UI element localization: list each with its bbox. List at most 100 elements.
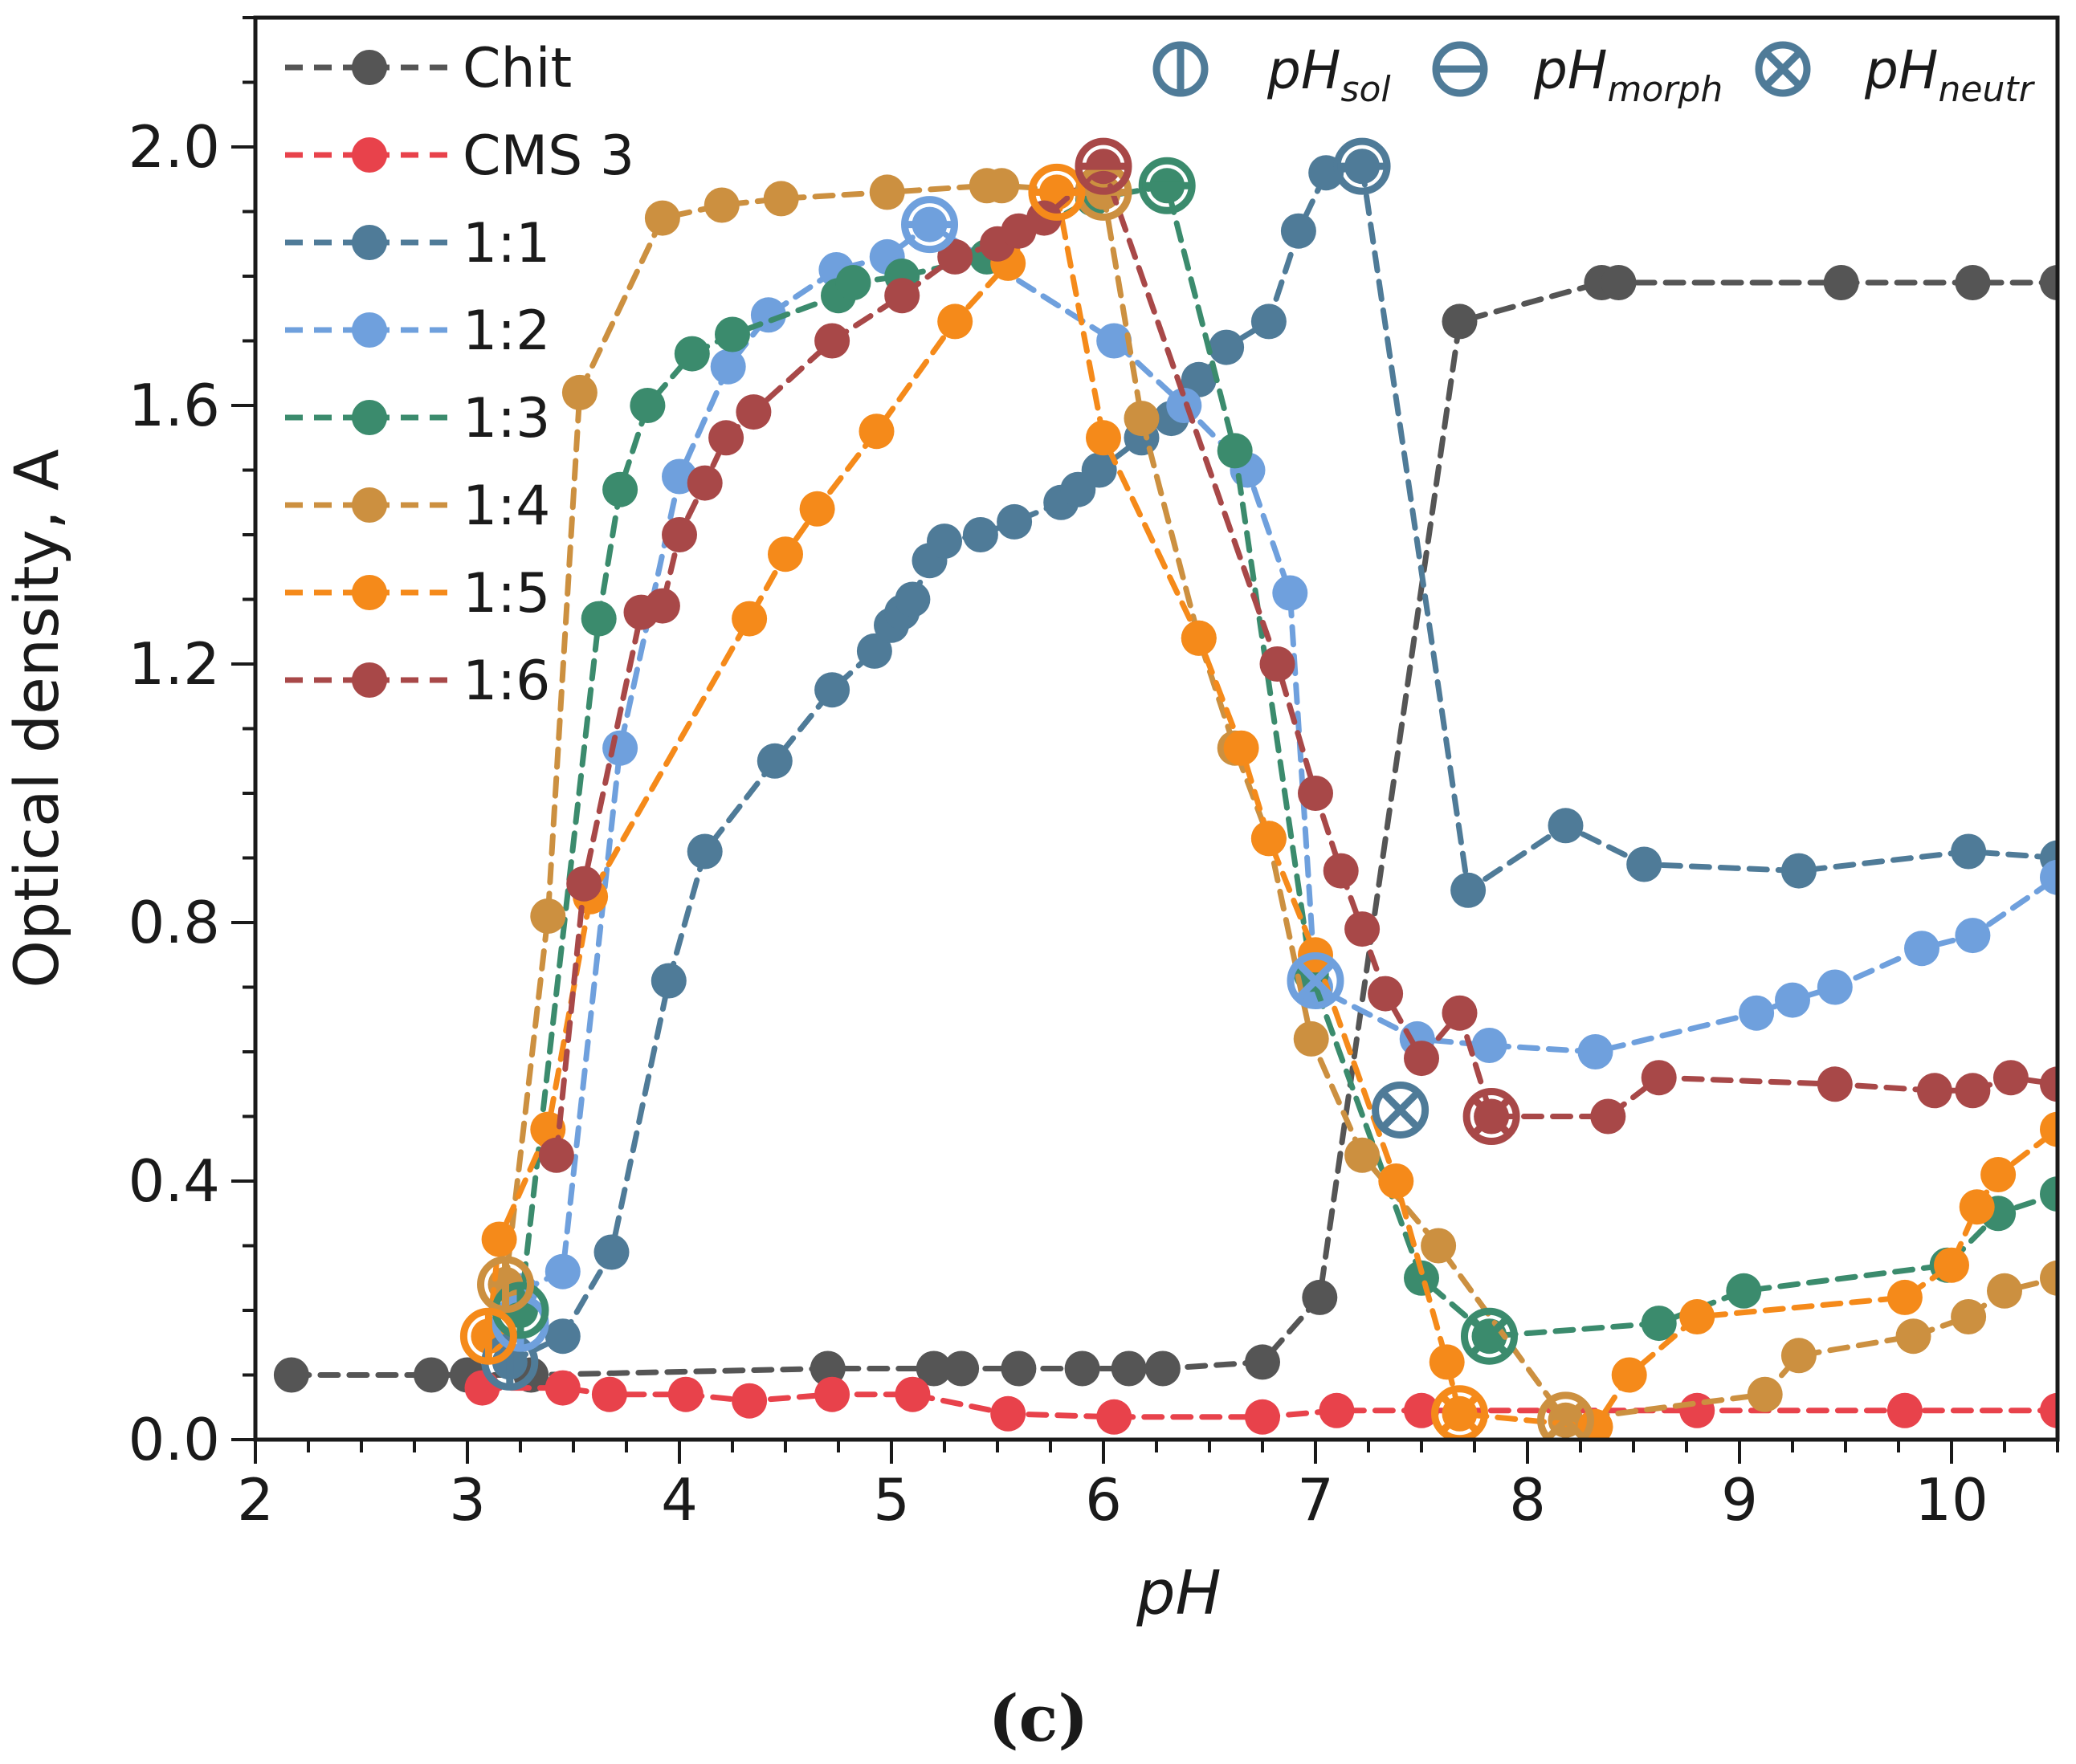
data-point-1-6	[1259, 646, 1295, 682]
data-point-cms-3	[1886, 1392, 1923, 1428]
data-point-chit	[1955, 265, 1991, 300]
data-point-chit	[1111, 1350, 1147, 1387]
data-point-1-5	[2040, 1111, 2058, 1147]
data-point-1-5	[481, 1221, 517, 1257]
neutr-marker-cross	[1545, 1399, 1587, 1440]
neutr-marker-cross	[1468, 1315, 1510, 1357]
data-point-1-2	[1817, 969, 1853, 1005]
transition-marker-neutr	[1372, 1081, 1430, 1139]
data-point-1-1	[1181, 361, 1217, 397]
y-tick-label: 2.0	[128, 113, 220, 181]
data-point-cms-3	[1319, 1392, 1355, 1428]
series-1-4	[487, 168, 2058, 1438]
key-label-sol: pHsol	[1266, 39, 1391, 110]
neutr-marker-ring	[1372, 1081, 1430, 1139]
data-point-1-3	[835, 265, 871, 300]
data-point-chit	[1442, 304, 1478, 340]
neutr-marker-ring	[1287, 951, 1344, 1009]
data-point-cms-3	[2040, 1392, 2058, 1428]
data-point-1-6	[1368, 976, 1404, 1012]
transition-marker-sol	[477, 1256, 535, 1314]
data-point-1-6	[662, 517, 697, 552]
axes-layer: 2 3 4 5 6 7 8 9 10 0.0 0.4 0.8 1.2 1.6 2.0	[128, 15, 2060, 1534]
data-point-1-4	[763, 181, 799, 217]
transition-marker-morph	[1075, 137, 1132, 195]
data-point-1-4	[1895, 1318, 1931, 1355]
data-point-cms-3	[1404, 1392, 1439, 1428]
transition-markers	[459, 137, 1595, 1440]
neutr-marker-cross	[1295, 959, 1336, 1001]
data-point-chit	[916, 1350, 952, 1387]
x-tick-label: 7	[1297, 1466, 1334, 1534]
neutr-marker-ring	[1462, 1088, 1520, 1145]
x-tick-label: 8	[1509, 1466, 1546, 1534]
data-point-1-5	[799, 491, 835, 527]
legend-marker	[352, 575, 387, 610]
y-axis-label: Optical density, A	[1, 449, 72, 988]
transition-marker-morph	[901, 196, 959, 254]
data-point-1-2	[710, 348, 746, 385]
x-tick-label: 4	[661, 1466, 698, 1534]
data-point-1-1	[1626, 846, 1662, 882]
data-point-1-5	[1886, 1279, 1923, 1315]
data-point-1-6	[1344, 911, 1381, 947]
legend-label: CMS 3	[463, 124, 634, 188]
data-point-cms-3	[814, 1376, 850, 1412]
data-point-1-4	[1293, 1021, 1329, 1057]
data-point-cms-3	[1245, 1399, 1280, 1435]
key-label-base: pH	[1533, 39, 1608, 101]
data-point-1-5	[1959, 1189, 1995, 1225]
data-point-1-3	[630, 388, 666, 423]
data-point-1-4	[1780, 1338, 1817, 1374]
plot-area	[273, 137, 2058, 1440]
data-point-1-2	[1955, 918, 1991, 954]
data-point-1-6	[1992, 1060, 2029, 1096]
data-point-1-1	[856, 633, 892, 669]
data-point-1-4	[1124, 401, 1160, 437]
x-tick-label: 9	[1721, 1466, 1758, 1534]
legend-entry-1-1: 1:1	[285, 212, 550, 275]
data-point-1-3	[581, 601, 617, 637]
transition-marker-neutr	[1460, 1307, 1518, 1365]
data-point-1-1	[757, 743, 793, 779]
legend-marker	[352, 312, 387, 348]
data-point-1-6	[736, 394, 772, 430]
transition-marker-morph	[1028, 163, 1086, 221]
legend-label: 1:5	[463, 562, 550, 625]
data-point-1-3	[715, 316, 750, 352]
legend-entry-1-6: 1:6	[285, 650, 550, 713]
legend-label: 1:6	[463, 650, 550, 713]
data-point-chit	[1064, 1350, 1100, 1387]
data-point-1-4	[1987, 1273, 2022, 1309]
data-point-1-5	[1086, 420, 1121, 456]
data-point-cms-3	[591, 1376, 627, 1412]
data-point-1-6	[1404, 1041, 1439, 1077]
transition-marker-morph	[1138, 157, 1196, 214]
data-point-1-3	[674, 336, 710, 372]
key-label-base: pH	[1864, 39, 1939, 101]
data-point-1-2	[1904, 931, 1939, 967]
data-point-1-3	[1726, 1273, 1762, 1309]
data-point-1-6	[538, 1137, 574, 1173]
legend-entry-1-3: 1:3	[285, 387, 550, 450]
series-1-6	[538, 149, 2058, 1173]
data-point-1-6	[687, 465, 723, 501]
data-point-1-6	[884, 278, 920, 314]
legend-marker	[352, 225, 387, 260]
data-point-1-2	[1272, 575, 1308, 611]
data-point-1-5	[1223, 730, 1259, 766]
legend-marker	[352, 662, 387, 698]
data-point-cms-3	[544, 1370, 581, 1406]
data-point-1-6	[1323, 853, 1359, 889]
legend-label: 1:1	[463, 212, 550, 275]
data-point-cms-3	[464, 1370, 500, 1406]
neutr-marker-cross	[1470, 1095, 1512, 1138]
key-marker-sol	[1152, 41, 1209, 97]
x-tick-label: 6	[1085, 1466, 1122, 1534]
data-point-1-1	[1450, 872, 1487, 908]
data-point-1-4	[1747, 1376, 1783, 1412]
data-point-1-5	[732, 601, 768, 637]
data-point-1-6	[644, 588, 680, 624]
data-point-1-6	[1641, 1060, 1677, 1096]
